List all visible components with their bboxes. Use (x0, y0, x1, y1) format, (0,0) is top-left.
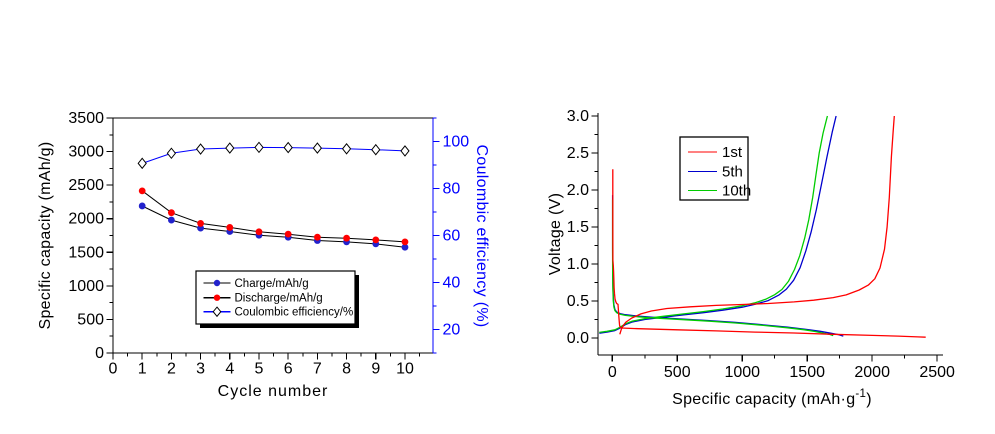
y-tick-label: 3.0 (567, 108, 589, 125)
x-tick-label: 2 (167, 361, 176, 378)
y-tick-label: 0.5 (567, 293, 589, 310)
legend-item-label: Discharge/mAh/g (235, 293, 323, 305)
series-discharge-marker (284, 230, 292, 238)
y-tick-label: 2500 (68, 177, 104, 194)
series-efficiency-marker (400, 145, 410, 157)
x-tick-label: 7 (313, 361, 322, 378)
series-charge-marker (197, 224, 204, 232)
x-tick-label: 0 (608, 364, 617, 381)
x-tick-label: 1000 (724, 364, 760, 381)
x-tick-label: 5 (255, 361, 264, 378)
x-tick-label: 10 (396, 361, 414, 378)
series-efficiency-marker (283, 141, 293, 154)
series-efficiency-marker (341, 142, 352, 155)
curve-discharge-1st (612, 169, 926, 338)
series-efficiency-marker (137, 157, 147, 170)
series-efficiency-marker (312, 142, 323, 154)
x-tick-label: 9 (371, 361, 380, 378)
series-discharge-marker (255, 228, 263, 236)
voltage-chart: 0.0 0.5 1.0 1.5 2.0 2.5 3.0 0 500 1000 1500 2000 250… (547, 108, 955, 408)
x-tick-label: 1 (138, 361, 147, 378)
y-tick-label: 2.0 (567, 182, 589, 199)
x-axis-title: Cycle number (218, 383, 329, 400)
x-tick-label: 1500 (789, 364, 825, 381)
legend-box (679, 136, 749, 201)
series-discharge-marker (313, 233, 321, 241)
y2-tick-label: 80 (443, 181, 461, 198)
x-tick-label: 6 (284, 361, 293, 378)
y2-axis-title: Coulombic efficiency (%) (473, 145, 490, 328)
legend-item-label: 1st (722, 144, 743, 161)
y-tick-label: 0.0 (567, 330, 589, 347)
series-efficiency-marker (166, 147, 177, 160)
legend-item-label: Charge/mAh/g (235, 278, 309, 290)
series-discharge-line (141, 190, 406, 243)
y-axis-left: 0 500 1000 1500 2000 2500 3000 3500 (68, 110, 113, 362)
y-axis-right: 20 40 60 80 100 (433, 117, 470, 354)
y-tick-label: 3500 (68, 110, 104, 127)
curve-charge-1st (619, 115, 895, 335)
x-tick-label: 8 (342, 361, 351, 378)
series-efficiency-marker (371, 143, 381, 156)
series-charge-marker (401, 243, 409, 251)
cycling-chart: 0 1 2 3 4 5 6 7 8 9 100500100015002000250030003500… (37, 110, 490, 400)
series-charge-marker (138, 202, 146, 210)
series-discharge-marker (138, 187, 146, 195)
legend-sample-marker (213, 294, 221, 301)
y2-tick-label: 60 (443, 228, 461, 245)
x-tick-label: 4 (225, 361, 234, 378)
series-discharge-marker (197, 220, 204, 227)
y-tick-label: 3000 (68, 144, 104, 161)
x-axis-title: Specific capacity (mAh·g-1) (672, 388, 872, 408)
y-axis: 0.0 0.5 1.0 1.5 2.0 2.5 3.0 (567, 108, 598, 347)
series-charge-line (141, 205, 406, 248)
y2-tick-label: 100 (443, 134, 470, 151)
x-axis: 0 1 2 3 4 5 6 7 8 9 10 (109, 353, 421, 378)
voltage-legend: 1st 5th 10th (679, 136, 751, 201)
curve-charge-10th (599, 115, 829, 334)
x-tick-label: 3 (196, 361, 205, 378)
y-axis-title: Voltage (V) (547, 193, 564, 275)
y-tick-label: 1.5 (567, 219, 589, 236)
legend-sample-marker (212, 306, 222, 318)
x-axis: 0 500 1000 1500 2000 2500 (608, 355, 955, 381)
cycling-legend: Charge/mAh/g Discharge/mAh/g Coulombic eff… (195, 270, 359, 328)
y-axis-title: Specific capacity (mAh/g) (37, 141, 54, 329)
y-tick-label: 500 (77, 311, 104, 328)
y2-tick-label: 20 (443, 322, 461, 339)
series-discharge-marker (226, 224, 234, 231)
series-efficiency-marker (254, 141, 264, 154)
y-tick-label: 1.0 (567, 256, 589, 273)
x-tick-label: 2000 (854, 364, 890, 381)
series-discharge-marker (401, 238, 409, 246)
x-tick-label: 500 (664, 364, 691, 381)
legend-item-label: 5th (722, 164, 743, 181)
series-efficiency-marker (195, 143, 206, 155)
series-efficiency-line (142, 146, 406, 164)
y-tick-label: 1500 (68, 244, 104, 261)
x-tick-label: 2500 (919, 364, 955, 381)
x-tick-label: 0 (109, 361, 118, 378)
legend-sample-marker (213, 279, 221, 287)
y-tick-label: 2.5 (567, 145, 589, 162)
series-efficiency-marker (225, 142, 235, 154)
curve-discharge-5th (611, 195, 844, 337)
series-discharge-marker (372, 236, 380, 244)
legend-item-label: Coulombic efficiency/% (235, 307, 354, 319)
series-charge-marker (167, 216, 175, 224)
y-tick-label: 2000 (68, 211, 104, 228)
legend-item-label: 10th (722, 183, 751, 200)
series-discharge-marker (343, 234, 350, 242)
y-tick-label: 0 (95, 345, 104, 362)
series-discharge-marker (167, 209, 175, 217)
y2-tick-label: 40 (443, 275, 461, 292)
y-tick-label: 1000 (68, 278, 104, 295)
